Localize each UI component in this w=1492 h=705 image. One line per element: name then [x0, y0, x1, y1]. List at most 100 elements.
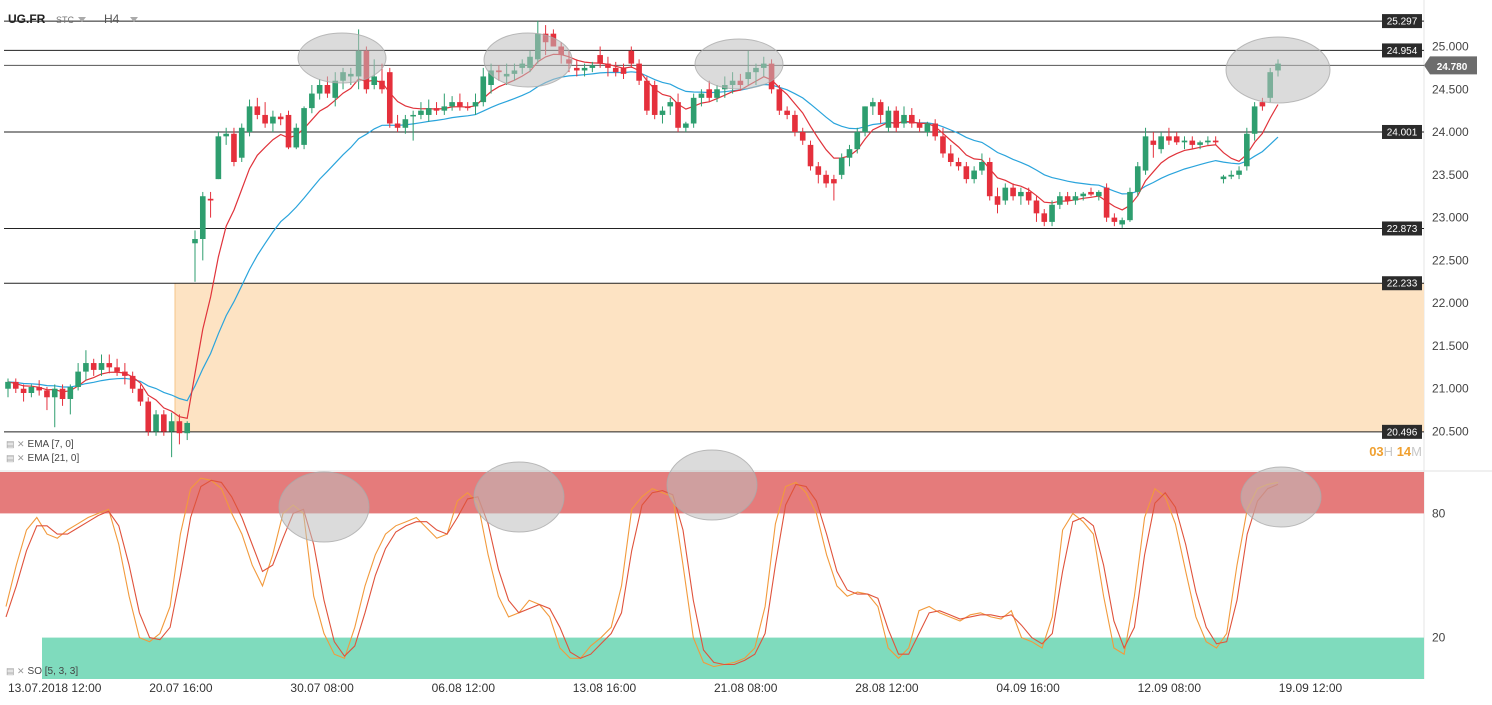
candle-body: [1150, 140, 1157, 145]
candle: [815, 162, 822, 184]
level-label-box: [1382, 14, 1422, 29]
candle: [1244, 127, 1250, 171]
candle-body: [846, 149, 853, 158]
candle: [215, 132, 222, 180]
candle: [1166, 127, 1172, 145]
indicator-settings-icon[interactable]: ▤ ✕: [6, 439, 25, 449]
highlight-ellipse: [1225, 36, 1331, 104]
candle-body: [488, 70, 494, 85]
indicator-settings-icon[interactable]: ▤ ✕: [6, 453, 25, 463]
candle: [441, 93, 448, 115]
candle: [1049, 200, 1055, 227]
candle: [28, 384, 35, 398]
timer-minutes: 14: [1396, 444, 1412, 459]
ema-fast-label: EMA [7, 0]: [27, 439, 74, 450]
candle: [145, 397, 152, 436]
candle-body: [20, 388, 27, 393]
candle: [285, 110, 292, 150]
candle-body: [51, 388, 58, 398]
candle-body: [799, 132, 806, 141]
candle: [1064, 191, 1071, 205]
candle: [75, 363, 81, 391]
time-axis-label: 20.07 16:00: [149, 681, 213, 695]
candle: [293, 123, 300, 150]
candle: [1212, 136, 1219, 145]
candle: [1236, 166, 1242, 180]
candle-body: [947, 153, 954, 162]
candle: [1057, 191, 1063, 210]
ema-fast-legend[interactable]: ▤ ✕ EMA [7, 0]: [6, 439, 74, 450]
candle: [683, 121, 689, 133]
candle-body: [1002, 187, 1009, 201]
candle-body: [706, 89, 713, 98]
candle: [316, 79, 323, 100]
candle-body: [955, 162, 962, 167]
candle: [901, 106, 907, 128]
candle: [799, 127, 806, 145]
candle: [246, 99, 253, 137]
candle-body: [940, 136, 946, 154]
candle-body: [316, 85, 323, 94]
candle-body: [659, 110, 666, 115]
time-axis-label: 13.07.2018 12:00: [8, 681, 102, 695]
candle: [270, 110, 276, 133]
candle: [449, 96, 455, 111]
candle: [1080, 191, 1087, 201]
candle-body: [207, 198, 214, 201]
price-tick-label: 21.500: [1432, 339, 1469, 353]
candle: [176, 414, 183, 445]
stochastic-legend[interactable]: ▤ ✕ SO [5, 3, 3]: [6, 666, 78, 677]
candle-body: [597, 55, 603, 64]
candle: [192, 230, 198, 282]
candle: [433, 102, 440, 115]
candle-body: [605, 63, 611, 68]
candle-body: [402, 119, 409, 128]
candle-body: [309, 93, 315, 109]
candle-body: [792, 114, 798, 133]
candle: [698, 89, 705, 107]
candle-body: [5, 381, 11, 389]
candle-body: [67, 387, 74, 399]
candle-body: [1095, 191, 1102, 197]
price-tick-label: 22.000: [1432, 296, 1469, 310]
candle-body: [963, 166, 970, 180]
ema-slow-legend[interactable]: ▤ ✕ EMA [21, 0]: [6, 453, 79, 464]
candle-body: [971, 170, 977, 180]
candle: [1205, 136, 1211, 145]
candle-body: [885, 110, 892, 128]
candle-body: [573, 67, 580, 71]
candle: [924, 121, 931, 137]
highlight-ellipse: [483, 32, 573, 88]
candle-body: [932, 123, 938, 137]
stochastic-label: SO [5, 3, 3]: [27, 666, 79, 677]
candle: [636, 59, 642, 85]
candle-body: [285, 114, 292, 148]
candle-body: [979, 162, 985, 171]
candle-body: [1259, 102, 1266, 107]
candle-body: [137, 388, 144, 402]
candle-body: [893, 110, 900, 128]
candle-body: [44, 390, 50, 398]
time-axis-label: 21.08 08:00: [714, 681, 778, 695]
type-dropdown-caret-icon[interactable]: [78, 17, 86, 22]
symbol-label[interactable]: UG.FR: [8, 12, 46, 26]
candle: [605, 56, 611, 77]
timeframe-dropdown-caret-icon[interactable]: [130, 17, 138, 22]
candle-body: [1103, 187, 1110, 218]
candle: [114, 358, 120, 376]
time-axis-label: 12.09 08:00: [1138, 681, 1202, 695]
candle-body: [192, 239, 198, 244]
candle-body: [1018, 191, 1024, 197]
timeframe-label[interactable]: H4: [104, 12, 120, 26]
time-axis-label: 19.09 12:00: [1279, 681, 1343, 695]
candle: [67, 384, 74, 415]
candle: [659, 106, 666, 124]
indicator-settings-icon[interactable]: ▤ ✕: [6, 666, 25, 676]
candle-body: [199, 196, 206, 239]
ema-slow-line: [7, 71, 1279, 402]
candle: [1189, 136, 1196, 150]
candle-body: [589, 65, 596, 68]
candle-body: [36, 387, 42, 391]
candle: [106, 354, 113, 374]
